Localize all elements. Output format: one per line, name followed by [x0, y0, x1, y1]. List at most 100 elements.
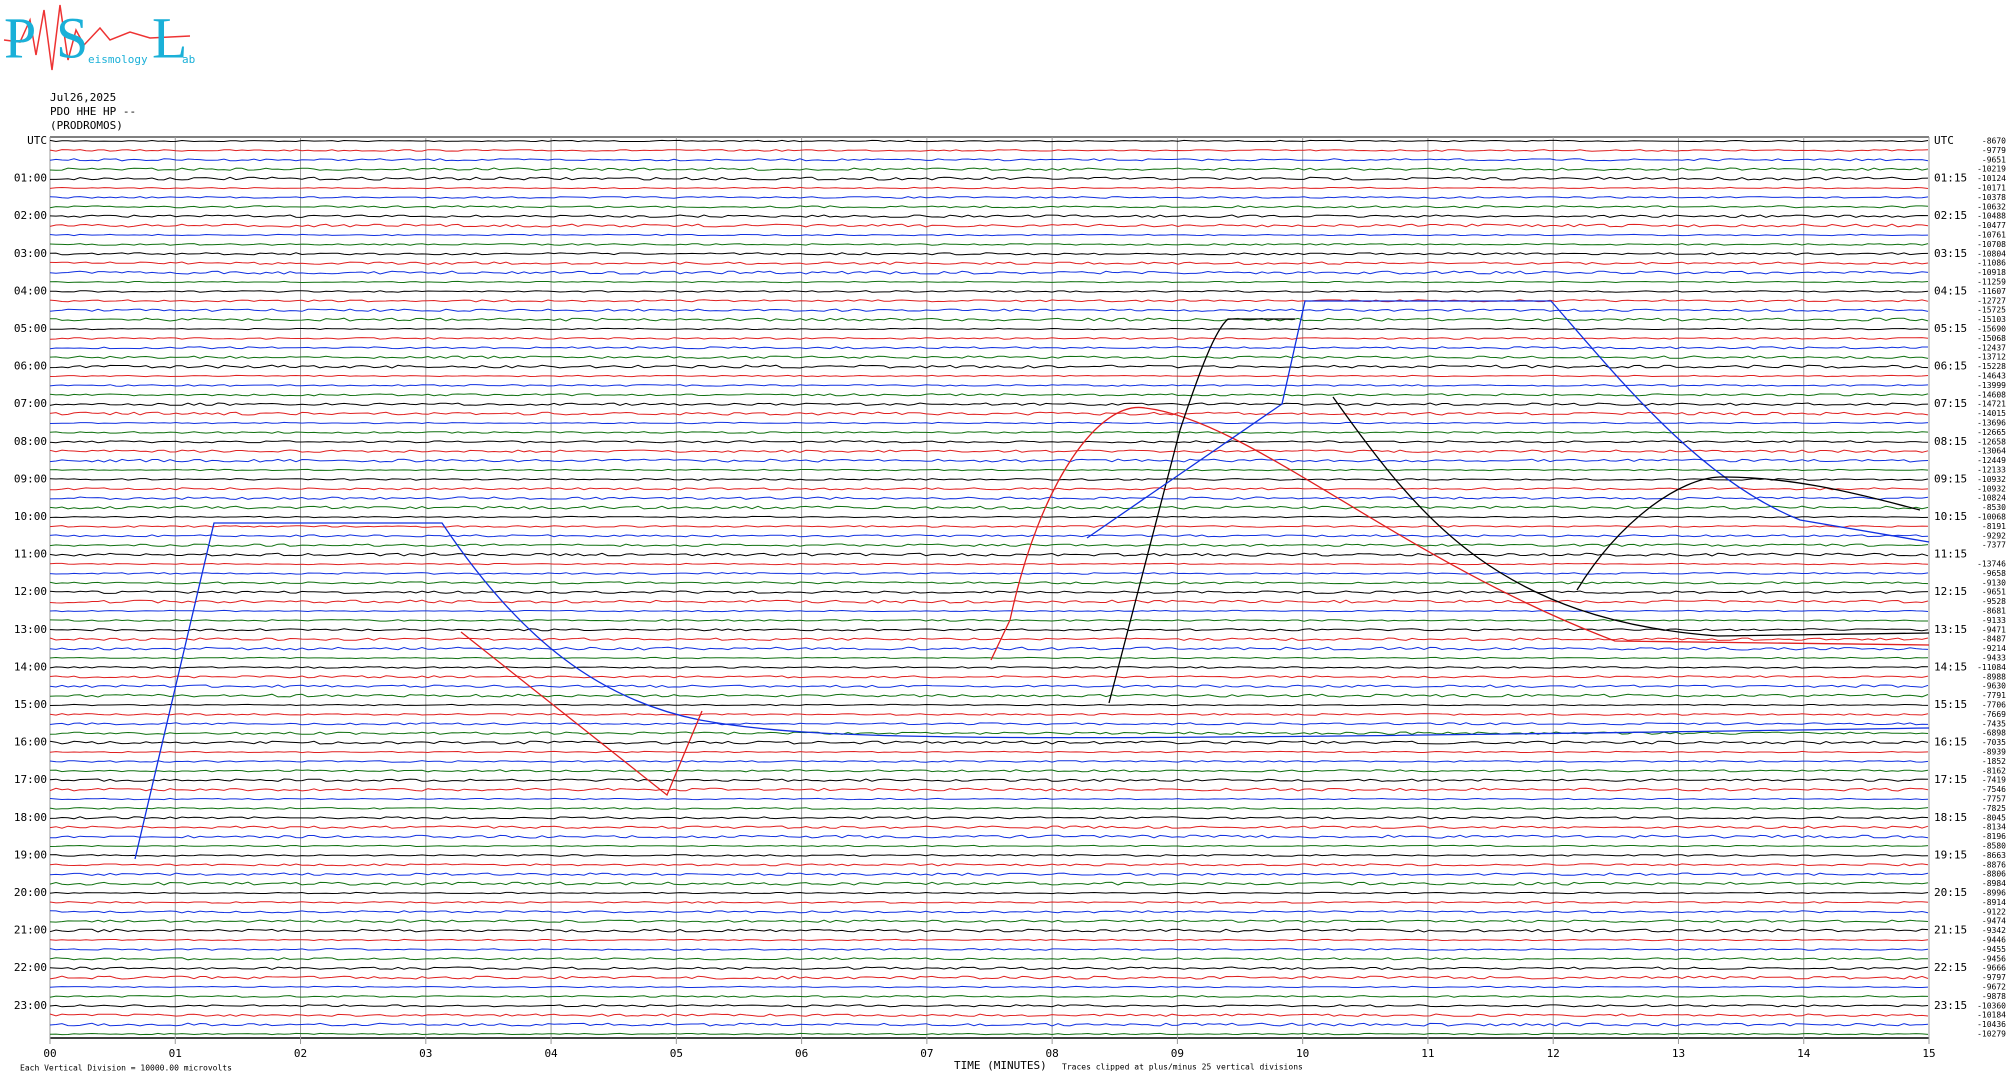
trace: [49, 233, 1929, 237]
left-time-label: 03:00: [14, 247, 47, 260]
trace-offset: -10378: [1977, 193, 2006, 202]
left-time-label: 07:00: [14, 397, 47, 410]
trace: [49, 646, 1929, 651]
trace: [49, 468, 1929, 472]
trace-excursion: [1086, 300, 1930, 543]
x-tick-label: 09: [1171, 1047, 1184, 1060]
trace-offset: -9433: [1982, 654, 2006, 663]
x-tick-label: 01: [169, 1047, 182, 1060]
trace: [49, 713, 1929, 716]
trace: [49, 252, 1929, 256]
trace-offset: -8806: [1982, 870, 2006, 879]
trace: [49, 910, 1929, 914]
trace-offset: -8996: [1982, 889, 2006, 898]
trace-offset: -15725: [1977, 306, 2006, 315]
trace-offset: -11086: [1977, 259, 2006, 268]
trace-offset: -13712: [1977, 353, 2006, 362]
trace: [49, 693, 1929, 698]
trace-offset: -9797: [1982, 973, 2006, 982]
logo-letter: S: [56, 5, 88, 70]
trace: [49, 243, 1929, 246]
right-time-label: 08:15: [1934, 435, 1967, 448]
left-time-label: UTC: [27, 134, 47, 147]
trace-offset: -8191: [1982, 522, 2006, 531]
trace-offset: -12727: [1977, 296, 2006, 305]
trace-offset: -11607: [1977, 287, 2006, 296]
trace-offset: -10804: [1977, 249, 2006, 258]
trace: [49, 411, 1929, 416]
trace: [49, 675, 1929, 679]
right-time-label: 09:15: [1934, 472, 1967, 485]
trace: [49, 270, 1929, 275]
left-time-label: 01:00: [14, 172, 47, 185]
trace: [49, 816, 1929, 820]
trace: [49, 863, 1929, 867]
trace-offset: -15103: [1977, 315, 2006, 324]
right-time-label: 20:15: [1934, 886, 1967, 899]
trace: [49, 769, 1929, 773]
x-tick-label: 11: [1421, 1047, 1434, 1060]
trace: [49, 919, 1929, 923]
right-time-label: 05:15: [1934, 322, 1967, 335]
trace-excursion: [134, 522, 1930, 860]
left-time-label: 08:00: [14, 435, 47, 448]
trace-offset: -9878: [1982, 992, 2006, 1001]
right-time-label: 07:15: [1934, 397, 1967, 410]
excursions: [134, 300, 1930, 860]
x-tick-label: 08: [1046, 1047, 1059, 1060]
logo-scribble: [3, 4, 191, 71]
trace-offset: -14643: [1977, 372, 2006, 381]
trace: [49, 478, 1929, 481]
trace-offset: -9471: [1982, 625, 2006, 634]
left-time-label: 23:00: [14, 999, 47, 1012]
trace-offset: -10824: [1977, 494, 2006, 503]
trace: [49, 167, 1929, 171]
right-time-label: 18:15: [1934, 811, 1967, 824]
right-time-label: 12:15: [1934, 585, 1967, 598]
trace: [50, 317, 1929, 322]
trace-offset: -8196: [1982, 832, 2006, 841]
trace: [49, 337, 1929, 340]
trace: [49, 299, 1929, 303]
trace: [49, 393, 1929, 397]
trace: [49, 740, 1929, 745]
axis-title: TIME (MINUTES): [954, 1059, 1047, 1072]
trace: [49, 186, 1929, 190]
right-time-label: 16:15: [1934, 736, 1967, 749]
trace-offset: -7419: [1982, 776, 2006, 785]
trace-offset: -7706: [1982, 701, 2006, 710]
trace: [49, 938, 1929, 942]
left-time-label: 13:00: [14, 623, 47, 636]
left-time-label: 21:00: [14, 924, 47, 937]
trace: [49, 628, 1929, 632]
trace-offset: -9474: [1982, 917, 2006, 926]
header-location: (PRODROMOS): [50, 119, 123, 132]
trace: [50, 487, 1929, 491]
right-time-label: 21:15: [1934, 924, 1967, 937]
left-time-label: 18:00: [14, 811, 47, 824]
right-time-label: 14:15: [1934, 660, 1967, 673]
trace-offset: -13696: [1977, 419, 2006, 428]
trace: [50, 327, 1929, 331]
trace: [49, 985, 1929, 989]
trace: [49, 449, 1929, 453]
trace-offset: -9779: [1982, 146, 2006, 155]
trace-offset: -14015: [1977, 409, 2006, 418]
logo-letter: P: [4, 5, 36, 70]
footer-scale: Each Vertical Division = 10000.00 microv…: [20, 1064, 232, 1073]
trace: [49, 807, 1929, 810]
trace: [49, 872, 1929, 876]
left-time-label: 12:00: [14, 585, 47, 598]
trace: [49, 666, 1929, 669]
trace-offset: -9456: [1982, 954, 2006, 963]
right-time-label: 13:15: [1934, 623, 1967, 636]
x-tick-label: 15: [1922, 1047, 1935, 1060]
x-tick-label: 03: [419, 1047, 432, 1060]
trace: [49, 364, 1929, 369]
trace-offset: -9455: [1982, 945, 2006, 954]
trace-offset: -9292: [1982, 531, 2006, 540]
logo-word: ab: [182, 53, 195, 66]
trace: [49, 948, 1929, 951]
trace-offset: -7757: [1982, 795, 2006, 804]
trace: [49, 552, 1929, 557]
